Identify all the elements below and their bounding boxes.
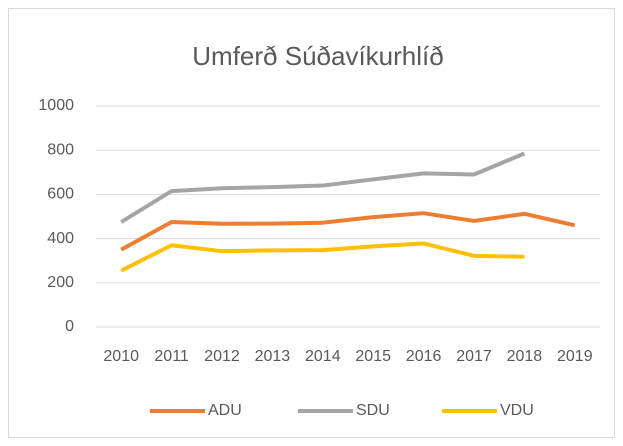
x-tick-label: 2015 [355,348,391,365]
x-tick-label: 2017 [456,348,492,365]
x-tick-label: 2012 [204,348,240,365]
x-tick-label: 2019 [557,348,593,365]
x-tick-label: 2013 [255,348,291,365]
series-line [120,211,576,252]
chart-title: Umferð Súðavíkurhlíð [192,41,443,71]
x-tick-label: 2018 [507,348,543,365]
y-tick-label: 200 [47,274,74,291]
y-tick-label: 0 [65,318,74,335]
x-tick-label: 2011 [154,348,189,365]
y-tick-label: 400 [47,230,74,247]
y-tick-label: 600 [47,186,74,203]
series-line [120,241,525,273]
legend-label: SDU [356,402,390,419]
x-tick-label: 2010 [103,348,139,365]
series-line [120,151,526,224]
x-tick-label: 2016 [406,348,442,365]
y-tick-label: 1000 [38,97,74,114]
x-tick-label: 2014 [305,348,341,365]
legend-label: VDU [500,402,534,419]
legend-label: ADU [208,402,242,419]
y-tick-label: 800 [47,141,74,158]
